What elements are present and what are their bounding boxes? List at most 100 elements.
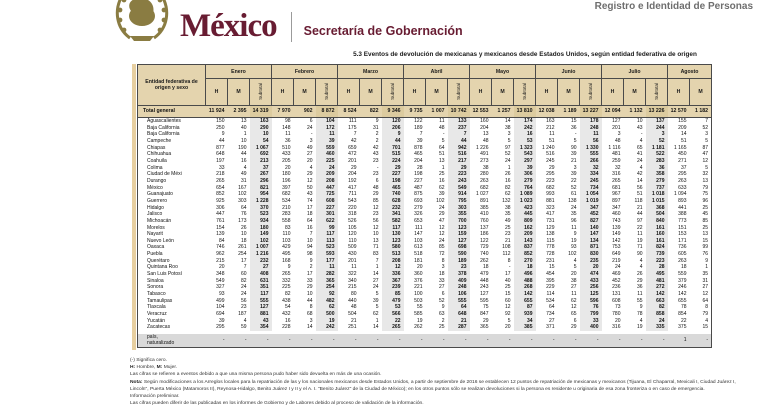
value-cell: 270 bbox=[513, 257, 536, 265]
value-cell: 3 bbox=[507, 131, 511, 138]
value-cell: 8 bbox=[705, 304, 708, 311]
value-cell: 161 bbox=[645, 237, 668, 245]
value-cell: 25 bbox=[702, 224, 708, 231]
value-cell: 137 bbox=[645, 117, 668, 125]
footnotes: (-) Significa cero. H: Hombre, M: Mujer.… bbox=[130, 357, 755, 407]
value-cell: 448 bbox=[480, 277, 489, 284]
value-cell: 306 bbox=[216, 204, 225, 211]
value-cell: 22 bbox=[381, 317, 404, 325]
value-cell: 25 bbox=[702, 204, 708, 211]
value-cell: 7 bbox=[309, 231, 313, 238]
table-row: Zacatecas 295 59 354 228 14 242 251 14 265 262 25 28… bbox=[138, 324, 712, 331]
value-cell: 201 bbox=[348, 257, 357, 264]
value-cell: 35 bbox=[702, 271, 708, 278]
value-cell: 3 bbox=[309, 317, 313, 324]
value-cell: 45 bbox=[702, 211, 708, 218]
value-cell: 51 bbox=[680, 137, 687, 144]
value-cell: 827 bbox=[579, 217, 602, 225]
value-cell: 2 bbox=[375, 131, 379, 138]
value-cell: 1 189 bbox=[557, 105, 580, 118]
value-cell: 854 bbox=[678, 311, 687, 318]
value-cell: 516 bbox=[447, 151, 470, 158]
value-cell: 62 bbox=[504, 191, 511, 198]
value-cell: 52 bbox=[438, 297, 445, 304]
value-cell: 15 bbox=[702, 324, 708, 331]
value-cell: 82 bbox=[504, 184, 511, 191]
value-cell: 736 bbox=[678, 244, 687, 251]
value-cell: - bbox=[293, 334, 316, 347]
value-cell: 73 bbox=[614, 304, 621, 311]
value-cell: 186 bbox=[480, 231, 489, 238]
value-cell: 122 bbox=[414, 118, 423, 124]
value-cell: 351 bbox=[249, 284, 272, 292]
value-cell: 227 bbox=[381, 171, 404, 178]
value-cell: 1 089 bbox=[513, 191, 536, 198]
value-cell: 83 bbox=[372, 251, 379, 258]
value-cell: 26 bbox=[240, 224, 247, 231]
value-cell: 149 bbox=[612, 231, 621, 238]
value-cell: 282 bbox=[315, 271, 338, 278]
value-cell: 175 bbox=[348, 124, 357, 131]
value-cell: 127 bbox=[612, 118, 621, 124]
value-cell: 117 bbox=[381, 224, 404, 232]
table-row: Michoacán 761 173 934 558 64 622 526 56 582 653 47 7… bbox=[138, 217, 712, 225]
value-cell: 518 bbox=[414, 251, 423, 258]
subtotal-header: Subtotal bbox=[249, 78, 272, 106]
value-cell: 29 bbox=[381, 164, 404, 172]
month-header: Abril bbox=[403, 64, 470, 79]
value-cell: 20 bbox=[570, 271, 577, 278]
value-cell: 215 bbox=[216, 257, 225, 264]
value-cell: 301 bbox=[315, 211, 338, 218]
value-cell: 773 bbox=[678, 217, 687, 224]
value-cell: 228 bbox=[282, 324, 291, 331]
value-cell: 516 bbox=[546, 151, 555, 158]
value-cell: 303 bbox=[447, 204, 470, 212]
value-cell: 232 bbox=[381, 204, 404, 212]
value-cell: 163 bbox=[249, 117, 272, 125]
table-row: Guanajuato 852 102 954 682 43 725 711 29 740 875 39… bbox=[138, 191, 712, 198]
value-cell: 939 bbox=[513, 311, 536, 318]
value-cell: 378 bbox=[447, 271, 470, 278]
subtotal-header: Subtotal bbox=[447, 78, 470, 106]
value-cell: 38 bbox=[482, 164, 489, 171]
value-cell: 12 038 bbox=[535, 105, 558, 118]
value-cell: 3 bbox=[645, 131, 668, 138]
value-cell: 566 bbox=[381, 311, 404, 318]
value-cell: 54 bbox=[284, 304, 291, 311]
value-cell: 243 bbox=[447, 177, 470, 185]
value-cell: 655 bbox=[678, 297, 687, 304]
value-cell: 174 bbox=[513, 117, 536, 125]
value-cell: 168 bbox=[282, 257, 291, 264]
value-cell: 24 bbox=[315, 164, 338, 172]
value-cell: 225 bbox=[315, 157, 338, 165]
value-cell: 6 bbox=[441, 291, 445, 298]
value-cell: 543 bbox=[513, 151, 536, 158]
value-cell: 209 bbox=[678, 124, 687, 131]
value-cell: 21 bbox=[636, 204, 643, 211]
secretaria-label: Secretaría de Gobernación bbox=[303, 24, 463, 38]
value-cell: 327 bbox=[216, 284, 225, 291]
value-cell: 740 bbox=[381, 191, 404, 198]
value-cell: 962 bbox=[216, 251, 225, 258]
value-cell: 132 bbox=[502, 197, 511, 204]
value-cell: 225 bbox=[282, 284, 291, 291]
value-cell: 482 bbox=[315, 297, 338, 305]
sex-header: H bbox=[535, 78, 558, 106]
value-cell: 3 bbox=[617, 131, 621, 138]
value-cell: 227 bbox=[315, 204, 338, 212]
value-cell: 12 570 bbox=[667, 105, 690, 118]
value-cell: 24 bbox=[306, 124, 313, 131]
value-cell: - bbox=[623, 334, 646, 347]
value-cell: 97 bbox=[504, 144, 511, 151]
value-cell: 63 bbox=[438, 311, 445, 318]
value-cell: 430 bbox=[348, 251, 357, 258]
value-cell: 85 bbox=[702, 217, 708, 224]
value-cell: 263 bbox=[678, 177, 687, 184]
value-cell: 21 bbox=[570, 157, 577, 164]
value-cell: 371 bbox=[546, 324, 555, 331]
state-name-cell: Jalisco bbox=[147, 211, 163, 218]
table-row: Baja California 250 40 290 148 24 172 175 31 206 1… bbox=[138, 124, 712, 132]
value-cell: 142 bbox=[678, 291, 687, 298]
state-name-cell: país, naturalizado bbox=[137, 334, 206, 347]
value-cell: 123 bbox=[447, 224, 470, 232]
